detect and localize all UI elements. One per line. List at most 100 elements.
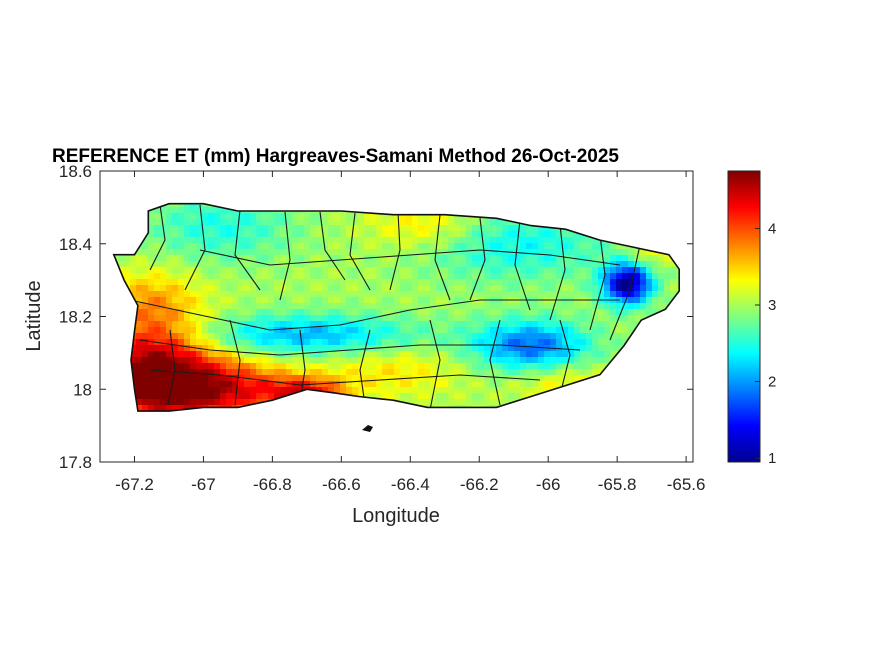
heat-cell [202, 381, 209, 388]
heat-cell [322, 279, 329, 286]
heat-cell [418, 303, 425, 310]
heat-cell [412, 279, 419, 286]
heat-cell [208, 219, 215, 226]
heat-cell [172, 213, 179, 220]
heat-cell [136, 327, 143, 334]
heat-cell [376, 321, 383, 328]
heat-cell [196, 369, 203, 376]
heat-cell [328, 237, 335, 244]
heat-cell [298, 345, 305, 352]
heat-cell [202, 285, 209, 292]
heat-cell [538, 303, 545, 310]
heat-cell [406, 279, 413, 286]
heat-cell [160, 363, 167, 370]
heat-cell [136, 279, 143, 286]
heat-cell [544, 261, 551, 268]
heat-cell [190, 351, 197, 358]
heat-cell [280, 219, 287, 226]
heat-cell [394, 303, 401, 310]
heat-cell [148, 261, 155, 268]
heat-cell [520, 351, 527, 358]
heat-cell [430, 243, 437, 250]
heat-cell [550, 339, 557, 346]
heat-cell [184, 375, 191, 382]
heat-cell [352, 279, 359, 286]
heat-cell [568, 231, 575, 238]
heat-cell [562, 285, 569, 292]
heat-cell [394, 249, 401, 256]
heat-cell [544, 381, 551, 388]
heat-cell [208, 351, 215, 358]
heat-cell [442, 243, 449, 250]
heat-cell [370, 297, 377, 304]
heat-cell [538, 279, 545, 286]
heat-cell [532, 345, 539, 352]
heat-cell [442, 231, 449, 238]
heat-cell [154, 357, 161, 364]
heat-cell [142, 237, 149, 244]
heat-cell [514, 261, 521, 268]
heat-cell [436, 327, 443, 334]
heat-cell [286, 231, 293, 238]
heat-cell [508, 285, 515, 292]
heat-cell [418, 387, 425, 394]
heat-cell [484, 387, 491, 394]
heat-cell [178, 327, 185, 334]
heat-cell [334, 237, 341, 244]
heat-cell [220, 381, 227, 388]
heat-cell [598, 303, 605, 310]
heat-cell [502, 369, 509, 376]
heat-cell [268, 231, 275, 238]
heat-cell [400, 285, 407, 292]
heat-cell [550, 267, 557, 274]
heat-cell [256, 213, 263, 220]
heat-cell [202, 213, 209, 220]
heat-cell [652, 291, 659, 298]
heat-cell [508, 261, 515, 268]
heat-cell [274, 381, 281, 388]
heat-cell [226, 399, 233, 406]
heat-cell [484, 375, 491, 382]
heat-cell [232, 345, 239, 352]
heat-cell [580, 285, 587, 292]
heat-cell [208, 357, 215, 364]
heat-cell [166, 255, 173, 262]
heat-cell [526, 345, 533, 352]
heat-cell [394, 255, 401, 262]
heat-cell [190, 231, 197, 238]
heat-cell [664, 273, 671, 280]
heat-cell [178, 231, 185, 238]
heat-cell [148, 309, 155, 316]
heat-cell [142, 375, 149, 382]
heat-cell [328, 219, 335, 226]
heat-cell [178, 345, 185, 352]
heat-cell [208, 213, 215, 220]
heat-cell [352, 387, 359, 394]
heat-cell [280, 213, 287, 220]
heat-cell [598, 267, 605, 274]
heat-cell [418, 357, 425, 364]
heat-cell [184, 315, 191, 322]
heat-cell [484, 291, 491, 298]
heat-cell [484, 327, 491, 334]
heat-cell [568, 315, 575, 322]
heat-cell [370, 249, 377, 256]
heat-cell [616, 327, 623, 334]
heat-cell [454, 345, 461, 352]
heat-cell [544, 357, 551, 364]
heat-cell [382, 303, 389, 310]
heat-cell [406, 369, 413, 376]
heat-cell [154, 399, 161, 406]
heat-cell [292, 261, 299, 268]
heat-cell [280, 303, 287, 310]
heat-cell [208, 369, 215, 376]
heat-cell [472, 291, 479, 298]
heat-cell [406, 387, 413, 394]
heat-cell [652, 279, 659, 286]
heat-cell [280, 387, 287, 394]
heat-cell [430, 351, 437, 358]
heat-cell [172, 203, 179, 208]
heat-cell [148, 303, 155, 310]
heat-cell [580, 345, 587, 352]
